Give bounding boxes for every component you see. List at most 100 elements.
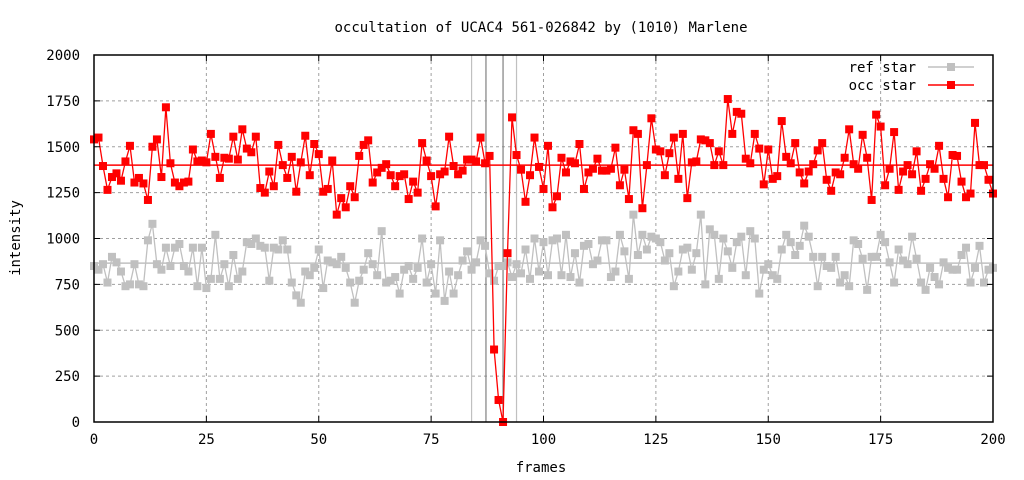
data-point-occ-star	[561, 168, 570, 177]
data-point-ref-star	[615, 230, 624, 239]
data-point-occ-star	[876, 122, 885, 131]
data-point-ref-star	[818, 252, 827, 261]
data-point-occ-star	[651, 145, 660, 154]
data-point-ref-star	[948, 265, 957, 274]
data-point-ref-star	[467, 265, 476, 274]
data-point-occ-star	[818, 139, 827, 148]
data-point-ref-star	[152, 260, 161, 269]
data-point-ref-star	[539, 238, 548, 247]
data-point-ref-star	[292, 291, 301, 300]
data-point-occ-star	[287, 152, 296, 161]
data-point-ref-star	[710, 230, 719, 239]
data-point-occ-star	[445, 132, 454, 141]
data-point-occ-star	[166, 159, 175, 168]
data-point-ref-star	[561, 230, 570, 239]
data-point-occ-star	[984, 175, 993, 184]
data-point-occ-star	[948, 151, 957, 160]
data-point-ref-star	[975, 241, 984, 250]
y-tick-label: 1750	[46, 94, 80, 110]
y-tick-label: 1250	[46, 186, 80, 202]
data-point-ref-star	[957, 251, 966, 260]
data-point-ref-star	[490, 276, 499, 285]
data-point-ref-star	[629, 210, 638, 219]
data-point-ref-star	[161, 243, 170, 252]
data-point-ref-star	[543, 271, 552, 280]
data-point-occ-star	[359, 140, 368, 149]
data-point-ref-star	[759, 265, 768, 274]
legend-label-occ-star: occ star	[849, 78, 916, 94]
data-point-ref-star	[166, 262, 175, 271]
data-point-ref-star	[786, 238, 795, 247]
data-point-occ-star	[858, 130, 867, 139]
x-tick-label: 25	[198, 432, 215, 448]
data-point-occ-star	[831, 168, 840, 177]
data-point-ref-star	[377, 227, 386, 236]
legend: ref star occ star	[849, 60, 974, 94]
data-point-ref-star	[463, 247, 472, 256]
data-point-ref-star	[849, 236, 858, 245]
data-point-occ-star	[723, 95, 732, 104]
data-point-ref-star	[791, 251, 800, 260]
data-point-occ-star	[202, 158, 211, 167]
data-point-ref-star	[134, 280, 143, 289]
data-point-occ-star	[683, 194, 692, 203]
data-point-ref-star	[305, 271, 314, 280]
data-point-ref-star	[588, 260, 597, 269]
data-point-ref-star	[840, 271, 849, 280]
data-point-ref-star	[404, 262, 413, 271]
legend-label-ref-star: ref star	[849, 60, 916, 76]
data-point-occ-star	[737, 109, 746, 118]
data-point-occ-star	[526, 171, 535, 180]
data-point-occ-star	[588, 164, 597, 173]
data-point-ref-star	[526, 274, 535, 283]
data-point-occ-star	[269, 182, 278, 191]
data-point-ref-star	[845, 282, 854, 291]
x-tick-label: 150	[756, 432, 781, 448]
data-point-occ-star	[391, 182, 400, 191]
data-point-occ-star	[242, 144, 251, 153]
data-point-occ-star	[125, 141, 134, 150]
data-point-occ-star	[170, 178, 179, 187]
data-point-ref-star	[633, 251, 642, 260]
data-point-ref-star	[755, 289, 764, 298]
data-point-occ-star	[247, 148, 256, 157]
data-point-occ-star	[485, 151, 494, 160]
data-point-ref-star	[575, 278, 584, 287]
data-point-ref-star	[728, 263, 737, 272]
data-point-occ-star	[107, 173, 116, 182]
data-point-ref-star	[737, 232, 746, 241]
data-point-occ-star	[777, 117, 786, 126]
data-point-occ-star	[152, 135, 161, 144]
data-point-ref-star	[939, 258, 948, 267]
data-point-occ-star	[615, 181, 624, 190]
data-point-ref-star	[229, 251, 238, 260]
data-point-ref-star	[557, 271, 566, 280]
data-point-occ-star	[800, 179, 809, 188]
data-point-occ-star	[301, 131, 310, 140]
data-point-occ-star	[728, 129, 737, 138]
data-point-ref-star	[283, 245, 292, 254]
data-point-occ-star	[732, 107, 741, 116]
data-point-ref-star	[782, 230, 791, 239]
data-point-ref-star	[584, 240, 593, 249]
data-point-ref-star	[521, 245, 530, 254]
data-point-occ-star	[935, 141, 944, 150]
data-point-ref-star	[409, 274, 418, 283]
data-point-occ-star	[400, 170, 409, 179]
data-point-ref-star	[202, 284, 211, 293]
y-tick-label: 2000	[46, 48, 80, 64]
data-point-occ-star	[436, 170, 445, 179]
data-point-ref-star	[422, 278, 431, 287]
data-point-ref-star	[867, 252, 876, 261]
data-point-ref-star	[355, 276, 364, 285]
data-point-ref-star	[669, 282, 678, 291]
data-point-ref-star	[170, 243, 179, 252]
data-point-ref-star	[971, 263, 980, 272]
data-point-occ-star	[251, 132, 260, 141]
data-point-ref-star	[741, 271, 750, 280]
data-point-occ-star	[364, 136, 373, 145]
x-axis-label: frames	[516, 460, 567, 476]
data-point-occ-star	[642, 161, 651, 170]
data-point-ref-star	[723, 247, 732, 256]
